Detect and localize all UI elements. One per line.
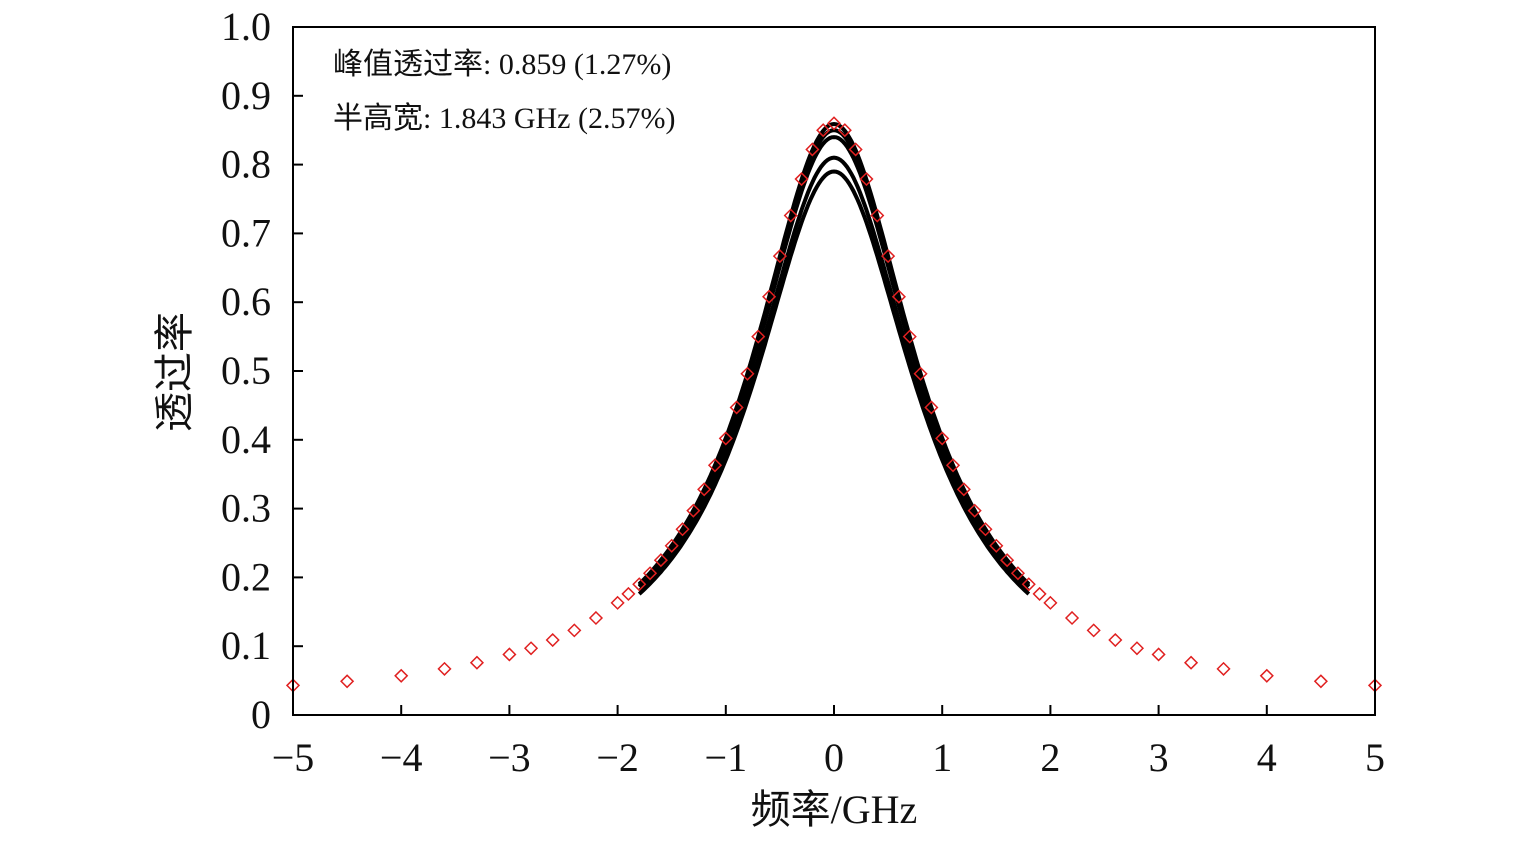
y-axis: 0 0.1 0.2 0.3 0.4 0.5 0.6 0.7 0.8 0.9 1.0: [221, 4, 303, 737]
data-point: [707, 458, 723, 473]
annotation-fwhm: 半高宽: 1.843 GHz (2.57%): [333, 102, 675, 135]
data-point: [956, 482, 971, 497]
data-point: [859, 171, 874, 187]
y-tick-label: 0.2: [221, 554, 271, 599]
x-tick-label: −5: [272, 735, 315, 780]
data-point: [1216, 661, 1231, 676]
data-point: [1043, 595, 1058, 610]
y-tick-label: 0.9: [221, 73, 271, 118]
y-tick-label: 0.6: [221, 279, 271, 324]
x-tick-label: 1: [932, 735, 952, 780]
fit-curve: [637, 155, 1031, 593]
data-point: [935, 431, 950, 446]
data-point: [1021, 577, 1036, 592]
data-point: [610, 595, 625, 610]
data-point: [675, 522, 690, 537]
data-point: [870, 208, 885, 223]
data-point: [913, 366, 928, 381]
data-point: [588, 610, 604, 626]
y-tick-label: 0.7: [221, 210, 271, 255]
y-tick-label: 0.5: [221, 348, 271, 393]
data-point: [794, 171, 809, 187]
data-point: [632, 577, 647, 592]
data-point: [762, 289, 777, 304]
data-point: [967, 503, 982, 518]
y-tick-label: 1.0: [221, 4, 271, 49]
data-point: [1086, 623, 1101, 638]
data-point: [751, 329, 766, 344]
data-point: [989, 538, 1004, 553]
x-tick-label: 2: [1040, 735, 1060, 780]
data-point: [891, 289, 906, 304]
data-point: [740, 366, 755, 381]
y-tick-label: 0.4: [221, 417, 271, 462]
data-point: [664, 538, 679, 553]
fit-curve: [637, 135, 1031, 589]
data-point: [1259, 668, 1274, 683]
data-point: [686, 503, 701, 518]
data-point: [1032, 586, 1047, 601]
data-point: [783, 208, 798, 223]
data-point: [945, 458, 961, 473]
data-point: [545, 632, 560, 648]
data-point: [437, 661, 452, 676]
data-point: [772, 249, 787, 264]
x-tick-label: −1: [705, 735, 748, 780]
data-point: [1000, 553, 1015, 568]
annotation-peak-transmission: 峰值透过率: 0.859 (1.27%): [333, 48, 671, 81]
data-point: [805, 142, 820, 157]
x-tick-label: 5: [1365, 735, 1385, 780]
x-tick-label: 4: [1257, 735, 1277, 780]
data-points: [285, 116, 1383, 693]
data-point: [621, 586, 636, 601]
x-tick-label: 3: [1149, 735, 1169, 780]
data-point: [1183, 655, 1199, 670]
data-point: [1151, 647, 1166, 662]
x-axis: −5 −4 −3 −2 −1 0 1 2 3 4 5: [272, 705, 1385, 780]
x-tick-label: −3: [488, 735, 531, 780]
data-point: [1313, 674, 1328, 689]
data-point: [902, 329, 917, 344]
data-point: [924, 400, 939, 415]
fit-curve: [637, 169, 1031, 596]
y-tick-label: 0: [251, 692, 271, 737]
data-point: [502, 647, 517, 662]
data-point: [469, 655, 485, 670]
data-point: [1129, 641, 1145, 656]
data-point: [837, 123, 852, 138]
x-tick-label: −4: [380, 735, 423, 780]
data-point: [881, 249, 896, 264]
data-point: [1108, 632, 1123, 648]
data-point: [340, 674, 355, 689]
fit-curves: [637, 121, 1031, 596]
data-point: [653, 553, 668, 568]
data-point: [718, 431, 733, 446]
y-tick-label: 0.1: [221, 623, 271, 668]
y-tick-label: 0.8: [221, 142, 271, 187]
data-point: [642, 566, 658, 581]
x-tick-label: 0: [824, 735, 844, 780]
y-axis-label: 透过率: [152, 312, 197, 432]
data-point: [1010, 566, 1026, 581]
data-point: [826, 116, 842, 131]
data-point: [848, 142, 863, 157]
y-tick-label: 0.3: [221, 486, 271, 531]
data-point: [523, 641, 539, 656]
data-point: [394, 668, 409, 683]
data-point: [1064, 610, 1080, 626]
data-point: [978, 522, 993, 537]
x-tick-label: −2: [596, 735, 639, 780]
data-point: [697, 482, 712, 497]
data-point: [567, 623, 582, 638]
x-axis-label: 频率/GHz: [751, 787, 918, 832]
data-point: [816, 123, 831, 138]
data-point: [729, 400, 744, 415]
